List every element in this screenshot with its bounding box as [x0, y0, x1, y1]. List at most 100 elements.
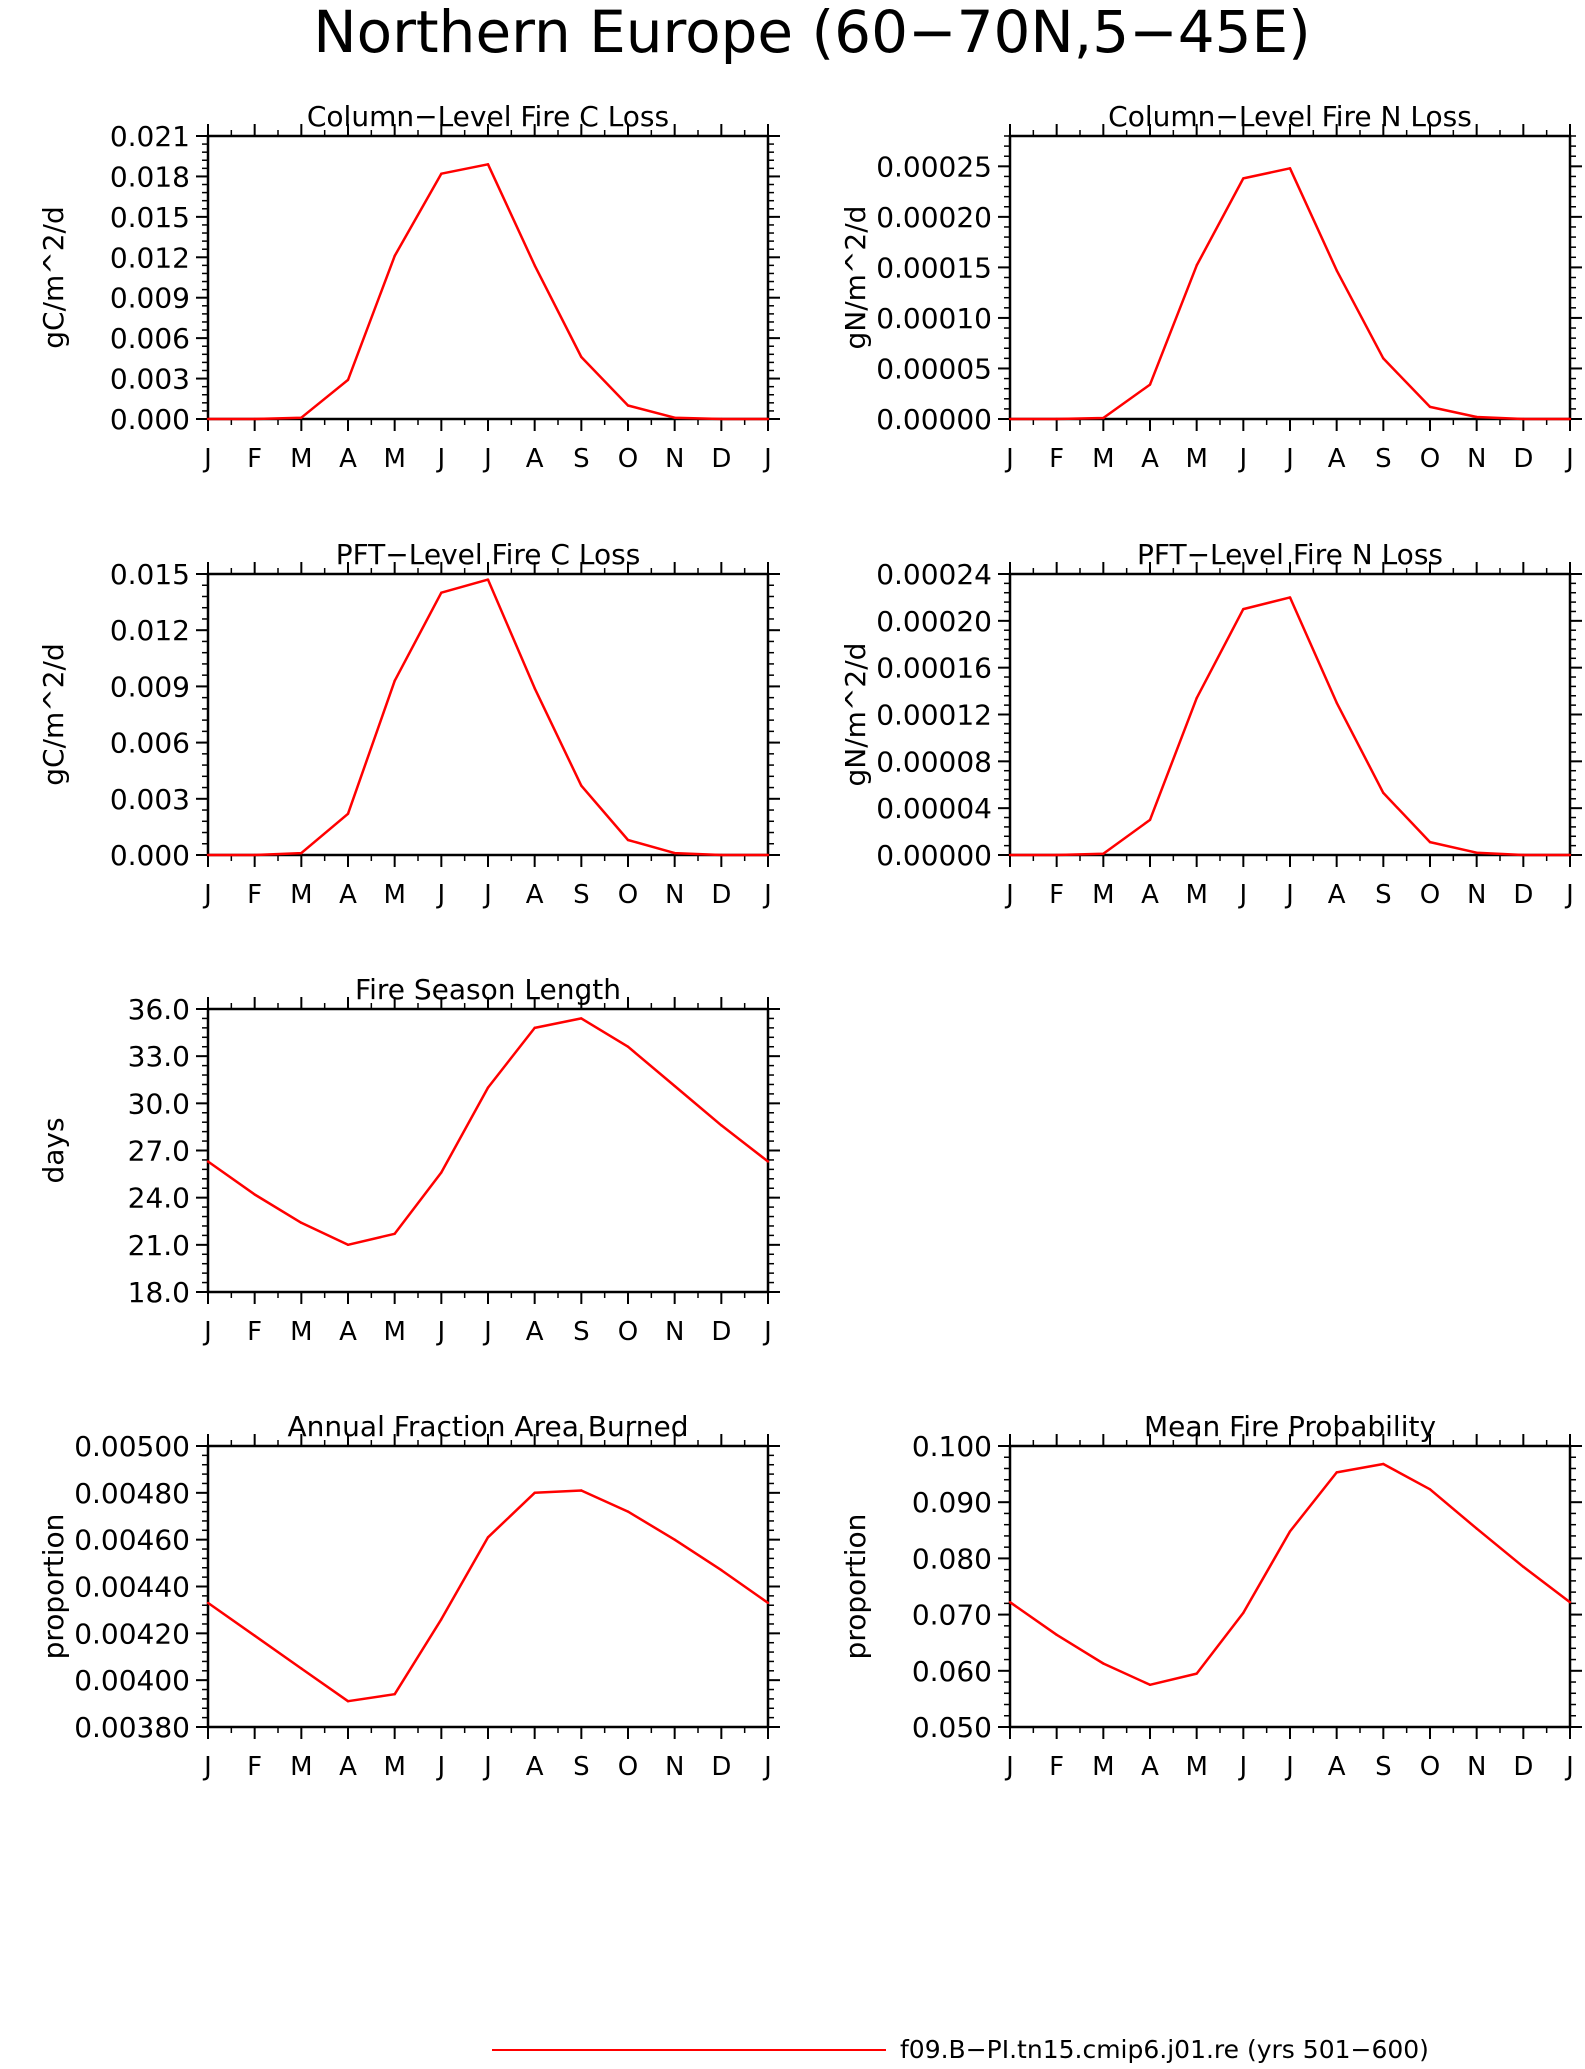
data-point — [1568, 1601, 1572, 1604]
x-tick-label: M — [383, 880, 405, 910]
data-point — [300, 1667, 303, 1670]
x-tick-label: F — [247, 1752, 262, 1782]
x-tick-label: J — [1284, 444, 1294, 474]
data-point — [720, 1568, 723, 1572]
x-tick-label: F — [247, 880, 262, 910]
data-point — [393, 1693, 396, 1696]
x-tick-label: J — [435, 1752, 445, 1782]
x-tick-label: A — [1328, 880, 1346, 910]
y-tick-label: 0.003 — [110, 783, 190, 816]
x-tick-label: M — [1092, 1752, 1114, 1782]
data-point — [1428, 405, 1432, 409]
x-tick-label: J — [435, 1317, 445, 1347]
y-tick-label: 30.0 — [128, 1087, 190, 1120]
x-tick-label: A — [526, 880, 544, 910]
data-point — [580, 1017, 583, 1020]
y-tick-label: 0.00012 — [876, 699, 992, 732]
x-tick-label: F — [1049, 880, 1064, 910]
x-tick-label: M — [1185, 880, 1207, 910]
y-tick-label: 0.000 — [110, 403, 190, 436]
x-tick-label: O — [618, 1752, 638, 1782]
x-tick-label: A — [526, 1317, 544, 1347]
x-tick-label: A — [526, 1752, 544, 1782]
data-point — [1195, 696, 1198, 700]
data-point — [626, 838, 630, 842]
x-tick-label: J — [1564, 444, 1574, 474]
data-point — [486, 1536, 490, 1539]
data-point — [580, 1489, 583, 1492]
y-tick-label: 0.00460 — [74, 1524, 190, 1557]
y-tick-label: 0.060 — [912, 1655, 992, 1688]
x-tick-label: M — [290, 1752, 312, 1782]
data-point — [1055, 853, 1058, 857]
plot-frame — [1008, 1444, 1572, 1729]
data-point — [1008, 853, 1012, 857]
x-tick-label: F — [247, 1317, 262, 1347]
data-point — [300, 851, 303, 855]
data-point — [626, 404, 630, 407]
y-tick-label: 0.00024 — [876, 558, 992, 591]
x-tick-label: N — [665, 444, 684, 474]
data-point — [346, 1243, 350, 1247]
plot-frame — [1008, 572, 1572, 857]
data-point — [440, 1618, 443, 1621]
y-tick-label: 0.00016 — [876, 652, 992, 685]
x-tick-label: J — [1004, 1752, 1014, 1782]
x-tick-label: J — [482, 1752, 492, 1782]
x-tick-label: J — [482, 1317, 492, 1347]
y-tick-label: 0.009 — [110, 670, 190, 703]
x-tick-label: M — [1092, 444, 1114, 474]
x-tick-label: J — [1284, 880, 1294, 910]
data-point — [253, 853, 256, 857]
x-tick-label: O — [1420, 880, 1440, 910]
plot-frame — [206, 1444, 770, 1729]
data-point — [440, 172, 443, 175]
y-tick-label: 0.00020 — [876, 201, 992, 234]
y-axis-label: days — [37, 1117, 70, 1183]
x-tick-label: J — [762, 444, 772, 474]
data-point — [206, 1160, 210, 1163]
x-tick-label: A — [1141, 444, 1159, 474]
y-tick-label: 0.00500 — [74, 1430, 190, 1463]
data-point — [1522, 853, 1525, 857]
x-tick-label: J — [762, 1752, 772, 1782]
x-tick-label: J — [202, 1317, 212, 1347]
data-point — [1475, 415, 1478, 419]
x-tick-label: M — [1185, 1752, 1207, 1782]
data-point — [673, 1538, 676, 1541]
x-tick-label: D — [711, 1752, 731, 1782]
y-tick-label: 0.00000 — [876, 403, 992, 436]
y-tick-label: 0.00020 — [876, 605, 992, 638]
x-tick-label: J — [1284, 1752, 1294, 1782]
y-tick-label: 0.015 — [110, 201, 190, 234]
data-point — [206, 417, 210, 421]
plot-frame — [206, 1007, 770, 1294]
y-tick-label: 0.00005 — [876, 352, 992, 385]
legend-label: f09.B−PI.tn15.cmip6.j01.re (yrs 501−600) — [900, 2035, 1429, 2064]
y-tick-label: 0.050 — [912, 1711, 992, 1744]
x-tick-label: A — [1141, 880, 1159, 910]
x-tick-label: J — [1004, 880, 1014, 910]
x-tick-label: S — [1375, 444, 1392, 474]
data-point — [1242, 607, 1245, 611]
y-tick-label: 0.021 — [110, 120, 190, 153]
x-tick-label: O — [618, 1317, 638, 1347]
data-point — [1428, 1488, 1432, 1491]
data-point — [1288, 167, 1292, 170]
data-point — [626, 1510, 630, 1513]
x-tick-label: M — [1185, 444, 1207, 474]
y-axis-label: gC/m^2/d — [37, 206, 70, 349]
y-tick-label: 27.0 — [128, 1135, 190, 1168]
data-point — [393, 679, 396, 682]
y-tick-label: 0.000 — [110, 839, 190, 872]
x-tick-label: M — [290, 1317, 312, 1347]
plot-frame — [206, 134, 770, 421]
data-point — [393, 254, 396, 258]
y-tick-label: 0.00025 — [876, 150, 992, 183]
x-tick-label: F — [1049, 1752, 1064, 1782]
